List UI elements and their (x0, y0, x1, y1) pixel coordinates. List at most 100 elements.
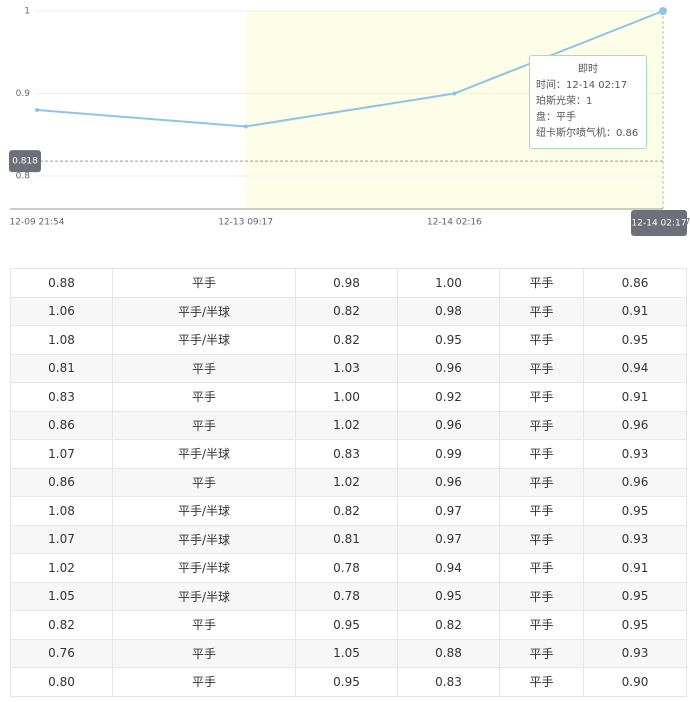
table-cell: 0.86 (10, 467, 113, 497)
table-cell: 平手/半球 (112, 439, 296, 469)
y-tick-label: 1 (24, 7, 30, 17)
table-cell: 0.96 (583, 467, 687, 497)
x-tick-label: 12-14 02:16 (427, 218, 482, 228)
table-cell: 平手 (112, 638, 296, 668)
table-cell: 0.91 (583, 553, 687, 583)
table-row: 0.83 平手 1.00 0.92 平手 0.91 (10, 382, 687, 412)
table-cell: 0.88 (10, 268, 113, 298)
table-cell: 平手 (112, 667, 296, 697)
table-cell: 平手/半球 (112, 581, 296, 611)
table-cell: 平手 (499, 667, 584, 697)
table-cell: 平手/半球 (112, 325, 296, 355)
tooltip-title: 即时 (578, 64, 598, 75)
y-tick-label: 0.8 (16, 172, 31, 182)
tooltip: 即时 时间：12-14 02:17 珀斯光荣：1 盘：平手 纽卡斯尔喷气机：0.86 (529, 55, 647, 149)
table-cell: 0.93 (583, 638, 687, 668)
table-row: 1.08 平手/半球 0.82 0.97 平手 0.95 (10, 496, 687, 526)
table-cell: 1.06 (10, 296, 113, 326)
table-cell: 0.91 (583, 296, 687, 326)
table-cell: 平手/半球 (112, 296, 296, 326)
point (452, 91, 457, 96)
point (243, 124, 248, 129)
table-cell: 0.96 (397, 353, 500, 383)
table-cell: 0.88 (397, 638, 500, 668)
table-cell: 0.78 (295, 553, 398, 583)
x-tick-label: 12-13 09:17 (218, 218, 273, 228)
table-cell: 0.93 (583, 524, 687, 554)
table-cell: 1.05 (10, 581, 113, 611)
table-cell: 平手 (499, 467, 584, 497)
table-cell: 0.98 (397, 296, 500, 326)
table-cell: 平手 (112, 410, 296, 440)
table-row: 1.07 平手/半球 0.83 0.99 平手 0.93 (10, 439, 687, 469)
table-cell: 0.95 (583, 496, 687, 526)
table-cell: 0.97 (397, 496, 500, 526)
odds-table: 0.88 平手 0.98 1.00 平手 0.86 1.06 平手/半球 0.82 0.98 平手 0… (10, 268, 687, 697)
table-cell: 平手 (112, 382, 296, 412)
table-cell: 1.07 (10, 439, 113, 469)
table-cell: 1.02 (295, 467, 398, 497)
table-cell: 平手 (112, 467, 296, 497)
table-cell: 0.76 (10, 638, 113, 668)
table-cell: 1.08 (10, 325, 113, 355)
table-row: 0.88 平手 0.98 1.00 平手 0.86 (10, 268, 687, 298)
crosshair-y-label: 0.818 (12, 157, 38, 167)
table-cell: 0.81 (295, 524, 398, 554)
table-cell: 0.90 (583, 667, 687, 697)
table-row: 1.07 平手/半球 0.81 0.97 平手 0.93 (10, 524, 687, 554)
table-cell: 平手 (499, 410, 584, 440)
table-cell: 0.95 (397, 325, 500, 355)
table-cell: 平手 (499, 353, 584, 383)
crosshair-x-label: 12-14 02:17 (632, 219, 687, 229)
table-cell: 0.93 (583, 439, 687, 469)
table-cell: 1.08 (10, 496, 113, 526)
table-cell: 1.02 (10, 553, 113, 583)
table-row: 1.08 平手/半球 0.82 0.95 平手 0.95 (10, 325, 687, 355)
table-row: 0.86 平手 1.02 0.96 平手 0.96 (10, 467, 687, 497)
point (35, 108, 39, 112)
table-cell: 1.05 (295, 638, 398, 668)
tooltip-line: 珀斯光荣：1 (536, 96, 593, 107)
line (36, 10, 664, 128)
table-cell: 平手 (499, 610, 584, 640)
table-row: 0.81 平手 1.03 0.96 平手 0.94 (10, 353, 687, 383)
table-cell: 0.83 (295, 439, 398, 469)
table-cell: 平手 (112, 610, 296, 640)
table-cell: 平手 (499, 268, 584, 298)
table-row: 0.82 平手 0.95 0.82 平手 0.95 (10, 610, 687, 640)
x-tick-label: 12-09 21:54 (10, 218, 65, 228)
table-cell: 0.95 (583, 325, 687, 355)
table-cell: 0.95 (397, 581, 500, 611)
table-cell: 0.86 (583, 268, 687, 298)
table-cell: 平手 (499, 439, 584, 469)
table-cell: 0.82 (295, 325, 398, 355)
table-cell: 0.91 (583, 382, 687, 412)
table-cell: 0.97 (397, 524, 500, 554)
table-cell: 0.95 (583, 581, 687, 611)
table-cell: 0.95 (583, 610, 687, 640)
table-cell: 0.83 (10, 382, 113, 412)
tooltip-line: 纽卡斯尔喷气机：0.86 (536, 128, 639, 139)
table-cell: 0.82 (295, 496, 398, 526)
y-tick-label: 0.9 (16, 89, 31, 99)
table-cell: 0.80 (10, 667, 113, 697)
table-cell: 0.94 (583, 353, 687, 383)
table-cell: 1.00 (295, 382, 398, 412)
crosshair-x-box (631, 210, 687, 236)
table-cell: 平手 (499, 296, 584, 326)
table-cell: 平手/半球 (112, 553, 296, 583)
table-cell: 平手 (499, 524, 584, 554)
table-cell: 平手 (499, 638, 584, 668)
table-cell: 0.82 (397, 610, 500, 640)
table-row: 0.76 平手 1.05 0.88 平手 0.93 (10, 638, 687, 668)
table-cell: 0.99 (397, 439, 500, 469)
table-cell: 平手 (499, 325, 584, 355)
table-cell: 1.02 (295, 410, 398, 440)
crosshair-y-box (9, 150, 41, 173)
table-cell: 平手/半球 (112, 496, 296, 526)
table-row: 0.80 平手 0.95 0.83 平手 0.90 (10, 667, 687, 697)
table-row: 1.06 平手/半球 0.82 0.98 平手 0.91 (10, 296, 687, 326)
table-cell: 平手/半球 (112, 524, 296, 554)
table-cell: 0.83 (397, 667, 500, 697)
